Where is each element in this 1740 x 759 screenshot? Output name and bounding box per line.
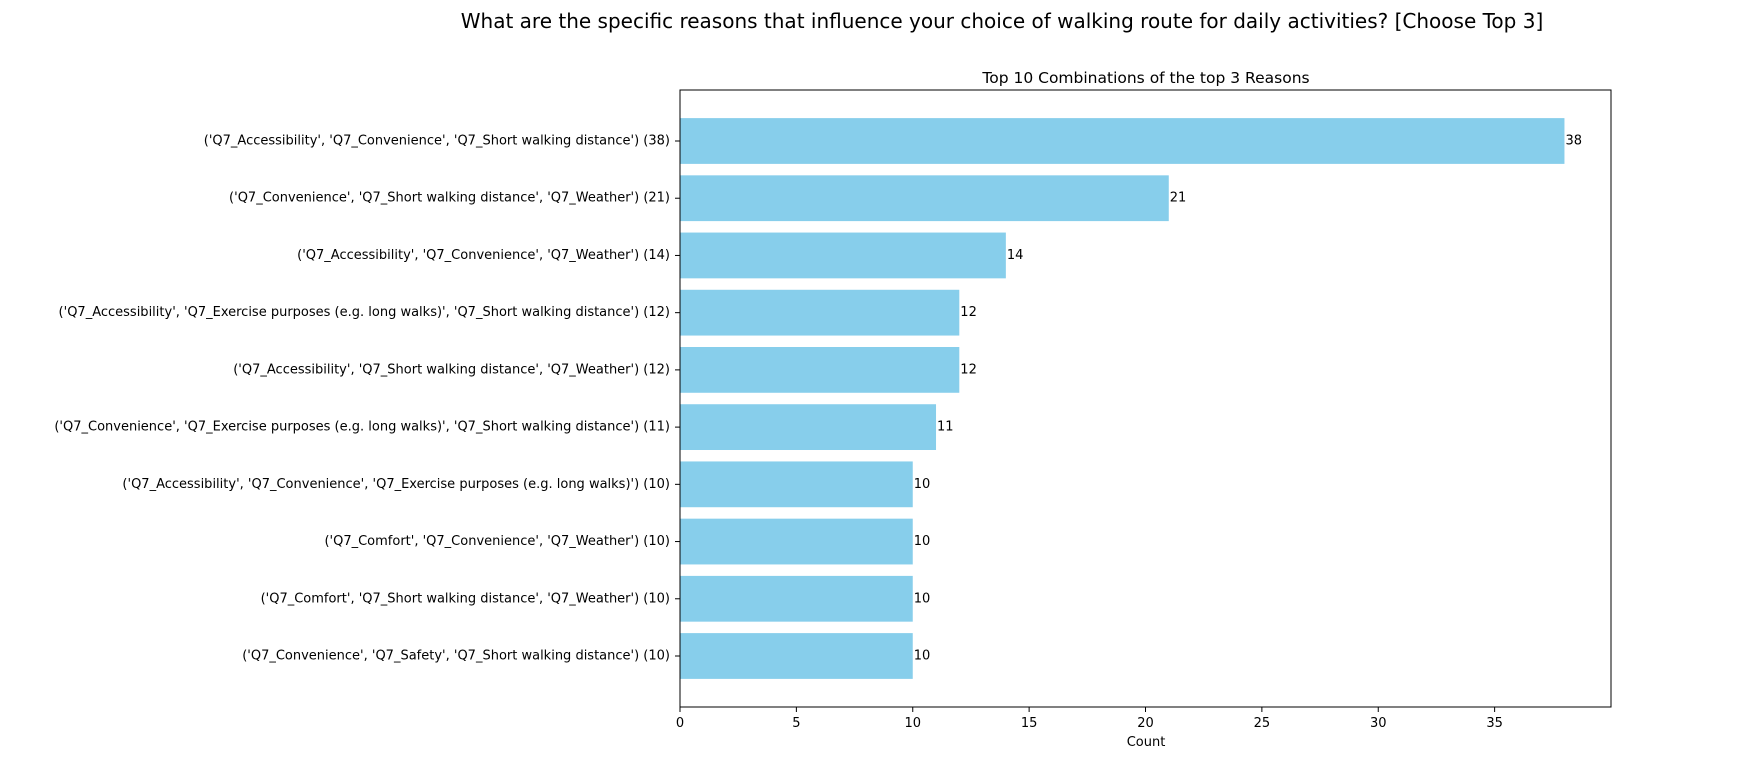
y-tick-label: ('Q7_Comfort', 'Q7_Short walking distanc…: [261, 591, 670, 606]
data-label: 10: [914, 649, 931, 664]
bar: [680, 175, 1169, 222]
data-label: 11: [937, 420, 954, 435]
y-tick-label: ('Q7_Convenience', 'Q7_Exercise purposes…: [54, 420, 670, 435]
plot-frame: [679, 89, 1612, 708]
y-tick-label: ('Q7_Accessibility', 'Q7_Convenience', '…: [122, 477, 670, 492]
bar: [680, 518, 913, 565]
bars-layer: [680, 118, 1565, 679]
x-tick-label: 10: [904, 716, 921, 731]
data-label: 10: [914, 477, 931, 492]
x-tick-label: 35: [1486, 716, 1503, 731]
bar: [680, 118, 1565, 164]
x-tick-label: 5: [792, 716, 800, 731]
data-label: 10: [914, 591, 931, 606]
data-label: 12: [960, 305, 977, 320]
bar: [680, 232, 1006, 279]
data-label: 10: [914, 534, 931, 549]
bar: [680, 633, 913, 679]
x-tick-label: 20: [1137, 716, 1154, 731]
bar: [680, 461, 913, 508]
x-tick-label: 25: [1254, 716, 1271, 731]
y-tick-label: ('Q7_Accessibility', 'Q7_Convenience', '…: [204, 134, 670, 149]
data-label: 12: [960, 362, 977, 377]
y-tick-label: ('Q7_Comfort', 'Q7_Convenience', 'Q7_Wea…: [324, 534, 670, 549]
data-label: 21: [1170, 191, 1187, 206]
bar: [680, 404, 937, 450]
x-tick-label: 15: [1021, 716, 1038, 731]
y-tick-label: ('Q7_Accessibility', 'Q7_Convenience', '…: [297, 248, 670, 263]
x-axis: 0 5 10 15 20 25 30 35: [676, 707, 1503, 731]
chart-title: Top 10 Combinations of the top 3 Reasons: [981, 69, 1309, 87]
data-label: 14: [1007, 248, 1024, 263]
bar: [680, 575, 913, 622]
y-tick-labels: ('Q7_Accessibility', 'Q7_Convenience', '…: [54, 134, 680, 664]
x-tick-label: 30: [1370, 716, 1387, 731]
x-axis-label: Count: [1127, 735, 1166, 750]
bar: [680, 347, 960, 393]
y-tick-label: ('Q7_Convenience', 'Q7_Safety', 'Q7_Shor…: [242, 649, 670, 664]
data-label: 38: [1565, 134, 1582, 149]
y-tick-label: ('Q7_Accessibility', 'Q7_Short walking d…: [233, 362, 670, 377]
y-tick-label: ('Q7_Convenience', 'Q7_Short walking dis…: [229, 191, 670, 206]
x-tick-label: 0: [676, 716, 684, 731]
bar: [680, 289, 960, 336]
y-tick-label: ('Q7_Accessibility', 'Q7_Exercise purpos…: [59, 305, 670, 320]
figure-suptitle: What are the specific reasons that influ…: [461, 9, 1544, 33]
data-labels: 38 21 14 12 12 11 10 10 10 10: [914, 134, 1582, 664]
